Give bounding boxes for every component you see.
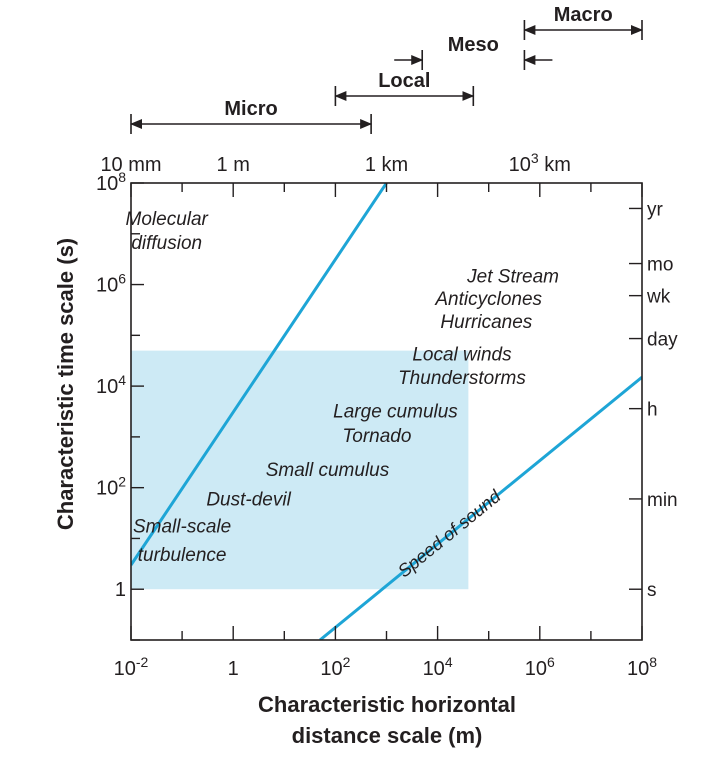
phenomenon-label: Jet Stream: [466, 266, 559, 287]
y-tick-label: 1: [115, 579, 126, 601]
x-tick-label: 104: [423, 654, 453, 680]
phenomenon-label: Dust-devil: [206, 489, 291, 510]
x-top-tick-label: 103 km: [509, 150, 571, 176]
y-right-tick-label: s: [647, 580, 657, 601]
series-line-1: [131, 183, 388, 566]
phenomenon-label: Small-scale: [133, 517, 231, 538]
shaded-region: [131, 350, 469, 590]
phenomenon-label: Thunderstorms: [398, 368, 526, 389]
x-tick-label: 108: [627, 654, 657, 680]
x-top-tick-label: 1 m: [217, 154, 250, 176]
scale-local-label: Local: [378, 70, 430, 92]
phenomenon-label: Molecular: [126, 209, 209, 230]
series-line-2: [319, 376, 642, 640]
x-tick-label: 106: [525, 654, 555, 680]
y-tick-label: 108: [96, 169, 126, 195]
x-top-tick-label: 1 km: [365, 154, 408, 176]
phenomenon-label: Large cumulus: [333, 402, 458, 423]
phenomenon-label: Small cumulus: [266, 460, 390, 481]
y-right-tick-label: h: [647, 400, 658, 421]
y-right-tick-label: wk: [646, 287, 671, 308]
y-right-tick-label: mo: [647, 255, 673, 276]
y-right-tick-label: day: [647, 330, 678, 351]
phenomenon-label: diffusion: [131, 233, 202, 254]
x-tick-label: 102: [320, 654, 350, 680]
y-right-tick-label: yr: [647, 199, 664, 220]
y-tick-label: 102: [96, 474, 126, 500]
x-top-tick-label: 10 mm: [100, 154, 161, 176]
phenomenon-label: Anticyclones: [434, 289, 542, 310]
y-tick-label: 104: [96, 372, 126, 398]
phenomenon-label: Tornado: [342, 426, 411, 447]
x-axis-label-line2: distance scale (m): [292, 723, 483, 748]
x-tick-label: 1: [228, 658, 239, 680]
x-tick-label: 10-2: [114, 654, 149, 680]
scale-macro-label: Macro: [554, 4, 613, 26]
phenomenon-label: turbulence: [138, 545, 227, 566]
phenomenon-label: Hurricanes: [440, 312, 532, 333]
y-tick-label: 106: [96, 271, 126, 297]
y-right-tick-label: min: [647, 490, 678, 511]
x-axis-label-line1: Characteristic horizontal: [258, 692, 516, 717]
phenomenon-label: Local winds: [412, 344, 512, 365]
scale-micro-label: Micro: [224, 98, 277, 120]
y-axis-label: Characteristic time scale (s): [53, 238, 78, 530]
scale-meso-label: Meso: [448, 34, 499, 56]
